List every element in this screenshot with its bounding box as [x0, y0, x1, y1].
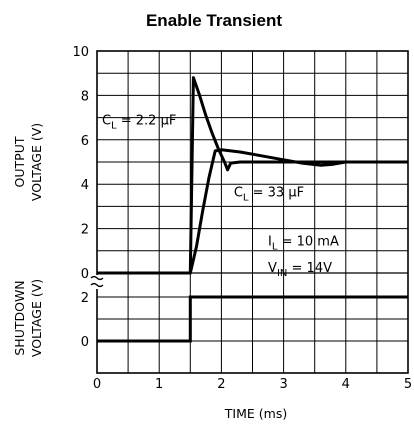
series-line-cl-2-2uf	[97, 76, 408, 275]
y-tick-label-shutdown: 0	[81, 335, 89, 350]
annotation-part: = 2.2 µF	[117, 113, 177, 128]
y-axis-label-output: OUTPUT VOLTAGE (V)	[12, 123, 44, 201]
annotation-part: L	[243, 192, 249, 203]
axis-break-wave	[90, 275, 104, 281]
x-tick-label: 2	[217, 377, 225, 392]
series-lines	[97, 76, 408, 343]
grid	[97, 51, 408, 373]
annotation-part: = 10 mA	[277, 234, 338, 249]
annotation-part: IN	[277, 268, 287, 279]
x-axis-label: TIME (ms)	[224, 406, 287, 421]
annotation-part: = 33 µF	[248, 185, 304, 200]
y-tick-label-output: 10	[72, 45, 89, 60]
y-tick-label-output: 6	[81, 134, 89, 149]
axis-break-symbol	[90, 275, 104, 289]
axis-break-gap	[91, 275, 103, 289]
y-tick-label-output: 4	[81, 178, 89, 193]
x-tick-label: 5	[404, 377, 412, 392]
plot-border	[96, 50, 409, 374]
chart-title: Enable Transient	[146, 11, 282, 30]
y-axis-label-output-line: VOLTAGE (V)	[29, 123, 44, 201]
y-axis-label-shutdown-line: SHUTDOWN	[12, 280, 27, 355]
annotation-part: V	[268, 261, 277, 276]
annotation-label: IL = 10 mA	[268, 234, 339, 252]
plot-frame	[90, 50, 409, 374]
y-axis-label-shutdown-line: VOLTAGE (V)	[29, 279, 44, 357]
annotation-label: CL = 33 µF	[234, 185, 304, 203]
y-axis-label-output-line: OUTPUT	[12, 136, 27, 187]
annotation-label: CL = 2.2 µF	[102, 113, 176, 131]
x-tick-label: 4	[342, 377, 350, 392]
series-line-cl-33uf	[97, 148, 408, 275]
y-tick-label-output: 8	[81, 89, 89, 104]
y-axis-label-shutdown: SHUTDOWN VOLTAGE (V)	[12, 279, 44, 357]
annotation-part: = 14V	[287, 261, 332, 276]
axis-break-wave	[90, 282, 104, 288]
annotation-part: L	[111, 120, 117, 131]
annotation-part: C	[234, 185, 243, 200]
x-tick-label: 0	[93, 377, 101, 392]
y-tick-label-shutdown: 2	[81, 291, 89, 306]
annotation-part: C	[102, 113, 111, 128]
x-tick-label: 1	[155, 377, 163, 392]
annotation-label: VIN = 14V	[268, 261, 332, 279]
series-line-shutdown	[97, 295, 408, 343]
annotation-part: I	[268, 234, 272, 249]
y-tick-label-output: 2	[81, 223, 89, 238]
y-tick-label-output: 0	[81, 267, 89, 282]
annotation-part: L	[272, 241, 278, 252]
x-tick-label: 3	[279, 377, 287, 392]
